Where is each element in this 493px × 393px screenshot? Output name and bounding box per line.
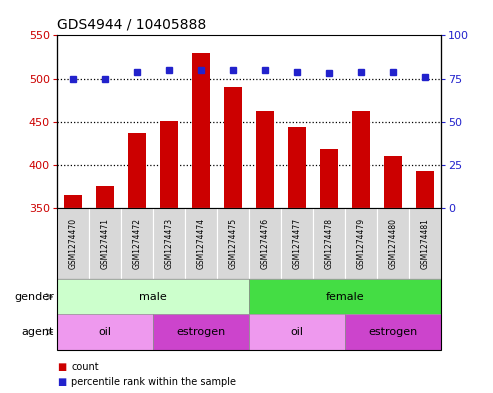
Bar (249, 208, 281, 279)
Bar (249, 279, 441, 314)
Text: GSM1274480: GSM1274480 (388, 218, 398, 269)
Text: GSM1274479: GSM1274479 (356, 218, 366, 269)
Bar (57, 314, 153, 350)
Bar (57, 208, 89, 279)
Bar (409, 208, 441, 279)
Bar (96, 186, 113, 208)
Bar (256, 110, 274, 208)
Bar (288, 127, 306, 208)
Bar (281, 208, 313, 279)
Bar (224, 87, 242, 208)
Text: GSM1274475: GSM1274475 (228, 218, 238, 269)
Bar (57, 279, 249, 314)
Text: oil: oil (290, 327, 304, 337)
Bar (185, 208, 217, 279)
Bar (377, 208, 409, 279)
Text: GSM1274472: GSM1274472 (132, 218, 141, 269)
Bar (320, 149, 338, 208)
Bar (345, 314, 441, 350)
Bar (153, 314, 249, 350)
Text: GSM1274477: GSM1274477 (292, 218, 302, 269)
Bar (385, 156, 402, 208)
Text: female: female (326, 292, 364, 302)
Bar (121, 208, 153, 279)
Text: gender: gender (14, 292, 54, 302)
Bar (89, 208, 121, 279)
Text: male: male (139, 292, 167, 302)
Bar (160, 121, 177, 208)
Bar (153, 208, 185, 279)
Text: agent: agent (22, 327, 54, 337)
Text: percentile rank within the sample: percentile rank within the sample (71, 377, 237, 387)
Text: oil: oil (98, 327, 111, 337)
Text: GSM1274478: GSM1274478 (324, 218, 334, 269)
Text: GSM1274474: GSM1274474 (196, 218, 206, 269)
Text: GDS4944 / 10405888: GDS4944 / 10405888 (57, 17, 206, 31)
Text: ■: ■ (57, 362, 66, 373)
Text: count: count (71, 362, 99, 373)
Text: GSM1274471: GSM1274471 (100, 218, 109, 269)
Text: GSM1274473: GSM1274473 (164, 218, 174, 269)
Text: GSM1274470: GSM1274470 (68, 218, 77, 269)
Bar (352, 110, 370, 208)
Bar (192, 53, 210, 208)
Text: ■: ■ (57, 377, 66, 387)
Bar (128, 133, 145, 208)
Bar (64, 195, 81, 208)
Text: estrogen: estrogen (369, 327, 418, 337)
Bar (417, 171, 434, 208)
Bar (217, 208, 249, 279)
Text: GSM1274476: GSM1274476 (260, 218, 270, 269)
Text: GSM1274481: GSM1274481 (421, 218, 430, 269)
Bar (345, 208, 377, 279)
Text: estrogen: estrogen (176, 327, 225, 337)
Bar (249, 314, 345, 350)
Bar (313, 208, 345, 279)
